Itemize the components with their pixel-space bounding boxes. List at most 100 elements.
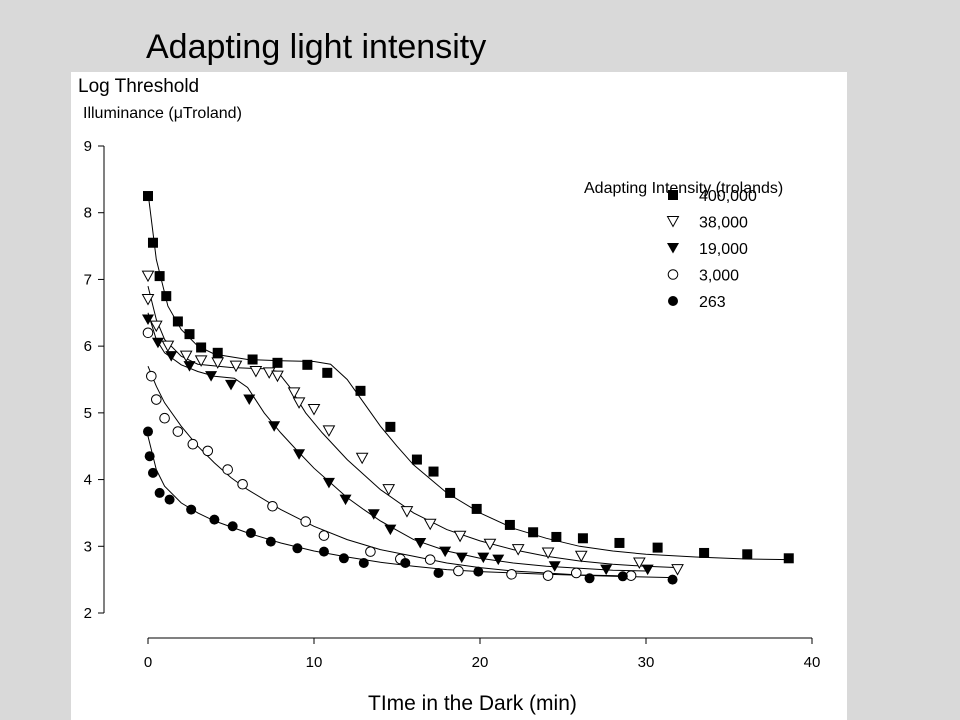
data-point-series-3 <box>243 394 256 406</box>
data-point-series-5 <box>338 553 349 564</box>
data-point-series-5 <box>186 504 197 515</box>
data-point-series-5 <box>245 527 256 538</box>
data-point-series-2 <box>249 365 263 378</box>
data-point-series-4 <box>172 426 184 437</box>
data-point-series-4 <box>187 438 199 450</box>
data-point-series-1 <box>551 531 562 542</box>
data-point-series-3 <box>600 564 613 576</box>
data-point-series-5 <box>143 426 153 437</box>
y-tick-label: 3 <box>84 538 92 555</box>
legend-marker-5 <box>668 296 678 306</box>
y-axis-unit-label: Illuminance (μTroland) <box>83 105 242 122</box>
data-point-series-1 <box>614 537 625 548</box>
y-tick-label: 8 <box>84 205 92 222</box>
data-point-series-2 <box>541 547 555 559</box>
data-point-series-3 <box>548 561 561 572</box>
data-point-series-3 <box>293 449 306 460</box>
legend-label-2: 38,000 <box>699 215 748 232</box>
fit-curve-5 <box>147 436 673 579</box>
data-point-series-3 <box>142 314 154 325</box>
data-point-series-1 <box>247 354 258 365</box>
data-point-series-1 <box>143 191 153 202</box>
legend-marker-3 <box>667 243 679 254</box>
y-tick-label: 4 <box>84 472 92 489</box>
data-point-series-2 <box>483 538 497 551</box>
data-point-series-4 <box>146 370 157 382</box>
data-point-series-5 <box>154 487 165 498</box>
data-point-series-5 <box>147 467 158 478</box>
data-point-series-3 <box>367 509 380 520</box>
data-point-series-1 <box>471 503 482 514</box>
legend-label-4: 3,000 <box>699 268 739 285</box>
data-point-series-4 <box>222 464 233 475</box>
data-point-series-4 <box>142 327 154 339</box>
data-point-series-1 <box>742 549 753 560</box>
y-tick-label: 5 <box>84 405 92 422</box>
x-tick-label: 10 <box>306 654 323 671</box>
data-point-series-5 <box>433 567 444 578</box>
data-point-series-3 <box>151 337 164 349</box>
data-point-series-1 <box>212 347 223 358</box>
data-point-series-4 <box>506 569 517 580</box>
data-point-series-1 <box>445 487 456 498</box>
data-point-series-5 <box>292 543 303 554</box>
data-point-series-1 <box>528 527 539 538</box>
data-point-series-2 <box>211 357 225 369</box>
y-tick-label: 2 <box>84 605 92 622</box>
data-point-series-5 <box>400 557 411 568</box>
data-point-series-3 <box>414 537 427 549</box>
data-point-series-2 <box>161 340 175 353</box>
data-point-series-2 <box>287 387 301 399</box>
fit-curve-2 <box>147 285 678 569</box>
data-point-series-1 <box>783 553 794 564</box>
data-point-series-3 <box>183 361 196 372</box>
data-point-series-1 <box>322 367 333 378</box>
data-point-series-2 <box>271 370 284 383</box>
data-point-series-1 <box>699 547 710 558</box>
x-axis-label: TIme in the Dark (min) <box>368 692 577 715</box>
x-tick-label: 30 <box>638 654 655 671</box>
legend-label-3: 19,000 <box>699 241 748 258</box>
data-point-series-4 <box>237 478 248 490</box>
data-point-series-3 <box>455 552 468 564</box>
y-tick-label: 7 <box>84 271 92 288</box>
data-point-series-3 <box>477 552 490 564</box>
data-point-series-3 <box>492 554 505 566</box>
data-point-series-1 <box>302 359 313 370</box>
data-point-series-2 <box>141 293 155 306</box>
data-point-series-3 <box>641 564 654 576</box>
chart-panel <box>71 72 847 720</box>
data-point-series-3 <box>225 379 237 391</box>
data-point-series-2 <box>149 320 163 333</box>
x-tick-label: 40 <box>804 654 821 671</box>
data-point-series-4 <box>300 516 312 527</box>
x-tick-label: 0 <box>144 654 152 671</box>
data-point-series-5 <box>318 546 329 557</box>
data-point-series-1 <box>196 342 207 353</box>
data-point-series-5 <box>473 566 484 577</box>
data-point-series-4 <box>365 546 376 557</box>
data-point-series-2 <box>194 355 208 367</box>
data-point-series-5 <box>164 494 175 505</box>
data-point-series-5 <box>227 521 238 532</box>
data-point-series-1 <box>428 466 439 477</box>
y-axis-label: Log Threshold <box>78 76 200 97</box>
data-point-series-4 <box>453 565 464 577</box>
data-point-series-3 <box>322 477 335 489</box>
data-point-series-4 <box>202 445 214 457</box>
data-point-series-3 <box>439 546 452 558</box>
data-point-series-1 <box>504 519 515 530</box>
legend-marker-1 <box>668 190 678 200</box>
data-point-series-1 <box>385 421 396 432</box>
data-point-series-3 <box>384 524 397 536</box>
legend-marker-2 <box>666 216 680 228</box>
data-point-series-5 <box>584 573 595 584</box>
fit-curve-1 <box>147 192 789 561</box>
data-point-series-5 <box>209 514 220 525</box>
data-point-series-4 <box>318 530 330 541</box>
data-point-series-2 <box>229 360 243 373</box>
data-point-series-1 <box>172 316 183 327</box>
data-point-series-5 <box>144 451 155 462</box>
fit-curve-4 <box>147 366 632 577</box>
data-point-series-1 <box>154 271 165 282</box>
